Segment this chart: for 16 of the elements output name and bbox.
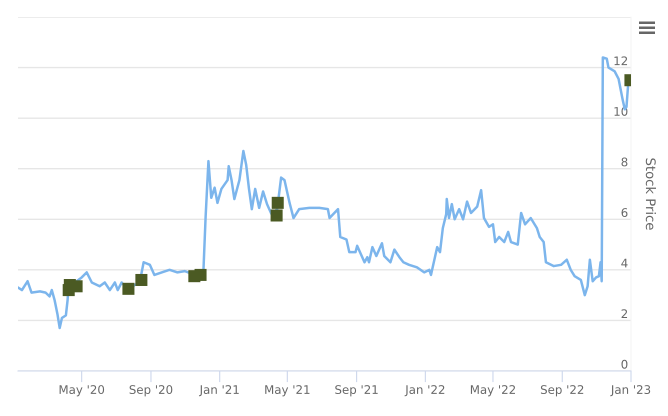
- x-tick-label: Sep '22: [540, 385, 584, 396]
- x-tick-label: May '21: [265, 385, 310, 396]
- y-tick-label: 12: [614, 56, 628, 66]
- x-tick-label: Sep '21: [335, 385, 378, 396]
- y-tick-label: 4: [621, 258, 628, 268]
- y-tick-label: 6: [622, 208, 628, 217]
- y-axis-title: Stock Price: [646, 158, 656, 230]
- x-tick-label: May '22: [470, 385, 515, 396]
- x-tick-label: Jan '23: [610, 385, 650, 396]
- x-tick-label: May '20: [60, 385, 104, 396]
- x-tick-label: Jan '21: [198, 385, 239, 396]
- y-tick-label: 0: [621, 360, 628, 369]
- x-tick-label: Sep '20: [130, 385, 172, 396]
- y-tick-label: 8: [622, 157, 628, 166]
- y-tick-label: 2: [622, 309, 628, 318]
- x-tick-label: Jan '22: [404, 385, 444, 396]
